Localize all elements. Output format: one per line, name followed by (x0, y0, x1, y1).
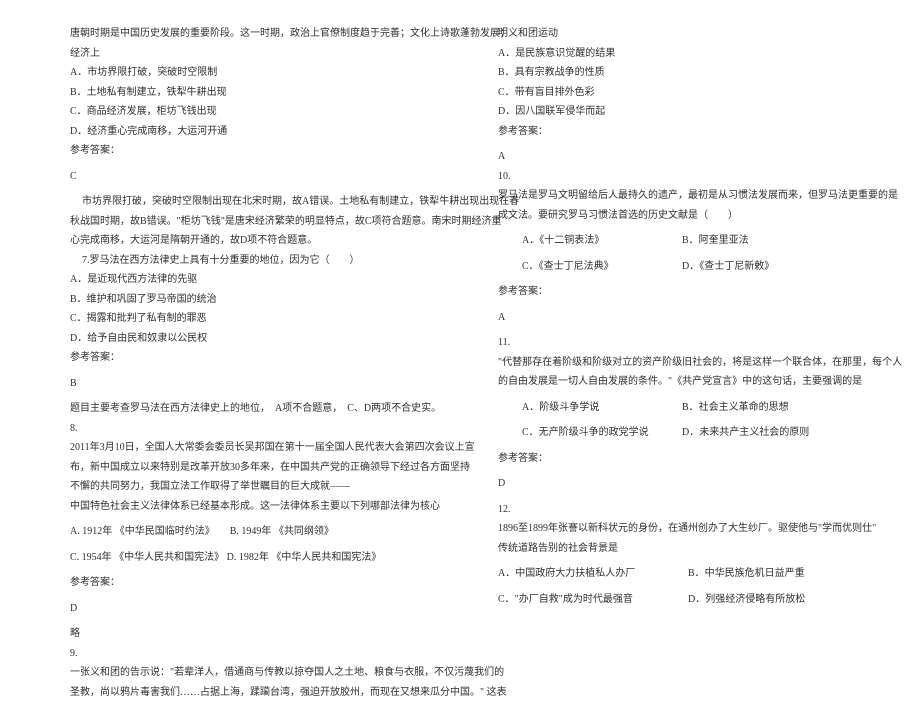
q11-option-a: A．阶级斗争学说 (522, 398, 682, 418)
q10-line-1: 罗马法是罗马文明留给后人最持久的遗产，最初是从习惯法发展而来，但罗马法更重要的是 (498, 186, 878, 206)
q9-answer-label: 参考答案： (498, 122, 878, 142)
q8-explain: 略 (70, 624, 450, 644)
q9-option-b: B．具有宗教战争的性质 (498, 63, 878, 83)
q12-option-d: D．列强经济侵略有所放松 (688, 590, 848, 610)
q11-num: 11. (498, 333, 878, 353)
q8-line-2: 布，新中国成立以来特别是改革开放30多年来，在中国共产党的正确领导下经过各方面坚… (70, 458, 450, 478)
q7-answer: B (70, 374, 450, 394)
q7-explain: 题目主要考查罗马法在西方法律史上的地位， A项不合题意， C、D两项不合史实。 (70, 399, 450, 419)
q7-stem: 7.罗马法在西方法律史上具有十分重要的地位，因为它（ ） (70, 251, 450, 271)
q9-num: 9. (70, 644, 450, 664)
q11-answer-label: 参考答案： (498, 449, 878, 469)
q6-option-b: B．土地私有制建立，铁犁牛耕出现 (70, 83, 450, 103)
q9-option-d: D．因八国联军侵华而起 (498, 102, 878, 122)
q8-line-4: 中国特色社会主义法律体系已经基本形成。这一法律体系主要以下列哪部法律为核心 (70, 497, 450, 517)
q6-explain-3: 心完成南移，大运河是隋朝开通的，故D项不符合题意。 (70, 231, 450, 251)
q11-option-c: C．无产阶级斗争的政党学说 (522, 423, 682, 443)
q6-explain-2: 秋战国时期，故B错误。"柜坊飞钱"是唐宋经济繁荣的明显特点，故C项符合题意。南宋… (70, 212, 450, 232)
left-column: 唐朝时期是中国历史发展的重要阶段。这一时期，政治上官僚制度趋于完善；文化上诗歌蓬… (70, 24, 450, 702)
q7-option-b: B．维护和巩固了罗马帝国的统治 (70, 290, 450, 310)
q7-option-d: D．给予自由民和奴隶以公民权 (70, 329, 450, 349)
q11-line-1: "代替那存在着阶级和阶级对立的资产阶级旧社会的，将是这样一个联合体，在那里，每个… (498, 353, 878, 373)
q8-line-1: 2011年3月10日，全国人大常委会委员长吴邦国在第十一届全国人民代表大会第四次… (70, 438, 450, 458)
q6-intro-2: 经济上 (70, 44, 450, 64)
q6-option-c: C．商品经济发展，柜坊飞钱出现 (70, 102, 450, 122)
q10-option-b: B．阿奎里亚法 (682, 231, 842, 251)
q8-line-3: 不懈的共同努力，我国立法工作取得了举世瞩目的巨大成就—— (70, 477, 450, 497)
q12-option-b: B．中华民族危机日益严重 (688, 564, 848, 584)
q10-option-c: C．《查士丁尼法典》 (522, 257, 682, 277)
q11-line-2: 的自由发展是一切人自由发展的条件。"《共产党宣言》中的这句话，主要强调的是 (498, 372, 878, 392)
q10-option-d: D．《查士丁尼新敕》 (682, 257, 842, 277)
q10-answer: A (498, 308, 878, 328)
q9-answer: A (498, 147, 878, 167)
q6-option-a: A．市坊界限打破，突破时空限制 (70, 63, 450, 83)
q7-option-c: C．揭露和批判了私有制的罪恶 (70, 309, 450, 329)
q9-option-c: C．带有盲目排外色彩 (498, 83, 878, 103)
q10-options-row-1: A．《十二铜表法》 B．阿奎里亚法 (498, 231, 878, 251)
q11-option-d: D．未来共产主义社会的原则 (682, 423, 842, 443)
q6-intro-1: 唐朝时期是中国历史发展的重要阶段。这一时期，政治上官僚制度趋于完善；文化上诗歌蓬… (70, 24, 450, 44)
q12-line-2: 传统道路告别的社会背景是 (498, 539, 878, 559)
q9-line-1: 一张义和团的告示说："若辈洋人，借通商与传教以掠夺国人之土地、粮食与衣服，不仅污… (70, 663, 450, 683)
q8-options-ab: A. 1912年 《中华民国临时约法》 B. 1949年 《共同纲领》 (70, 522, 450, 542)
q12-option-a: A．中国政府大力扶植私人办厂 (498, 564, 688, 584)
q10-num: 10. (498, 167, 878, 187)
q12-options-row-2: C．"办厂自救"成为时代最强音 D．列强经济侵略有所放松 (498, 590, 878, 610)
q8-answer: D (70, 599, 450, 619)
q6-answer: C (70, 167, 450, 187)
q9-line-2: 圣教，尚以鸦片毒害我们……占据上海，蹂躏台湾，强迫开放胶州，而现在又想来瓜分中国… (70, 683, 450, 702)
q10-options-row-2: C．《查士丁尼法典》 D．《查士丁尼新敕》 (498, 257, 878, 277)
q8-num: 8. (70, 419, 450, 439)
q11-answer: D (498, 474, 878, 494)
q10-line-2: 成文法。要研究罗马习惯法首选的历史文献是（ ） (498, 206, 878, 226)
q9-option-a: A．是民族意识觉醒的结果 (498, 44, 878, 64)
q6-option-d: D．经济重心完成南移，大运河开通 (70, 122, 450, 142)
right-column: 明义和团运动 A．是民族意识觉醒的结果 B．具有宗教战争的性质 C．带有盲目排外… (498, 24, 878, 702)
q11-option-b: B．社会主义革命的思想 (682, 398, 842, 418)
q6-answer-label: 参考答案： (70, 141, 450, 161)
q7-option-a: A．是近现代西方法律的先驱 (70, 270, 450, 290)
q10-option-a: A．《十二铜表法》 (522, 231, 682, 251)
q12-options-row-1: A．中国政府大力扶植私人办厂 B．中华民族危机日益严重 (498, 564, 878, 584)
q10-answer-label: 参考答案： (498, 282, 878, 302)
q6-explain-1: 市坊界限打破，突破时空限制出现在北宋时期，故A错误。土地私有制建立，铁犁牛耕出现… (70, 192, 450, 212)
q12-option-c: C．"办厂自救"成为时代最强音 (498, 590, 688, 610)
q8-options-cd: C. 1954年 《中华人民共和国宪法》 D. 1982年 《中华人民共和国宪法… (70, 548, 450, 568)
q8-answer-label: 参考答案： (70, 573, 450, 593)
q11-options-row-2: C．无产阶级斗争的政党学说 D．未来共产主义社会的原则 (498, 423, 878, 443)
q7-answer-label: 参考答案： (70, 348, 450, 368)
q12-line-1: 1896至1899年张謇以新科状元的身份，在通州创办了大生纱厂。驱使他与"学而优… (498, 519, 878, 539)
q12-num: 12. (498, 500, 878, 520)
q9-continue: 明义和团运动 (498, 24, 878, 44)
q11-options-row-1: A．阶级斗争学说 B．社会主义革命的思想 (498, 398, 878, 418)
